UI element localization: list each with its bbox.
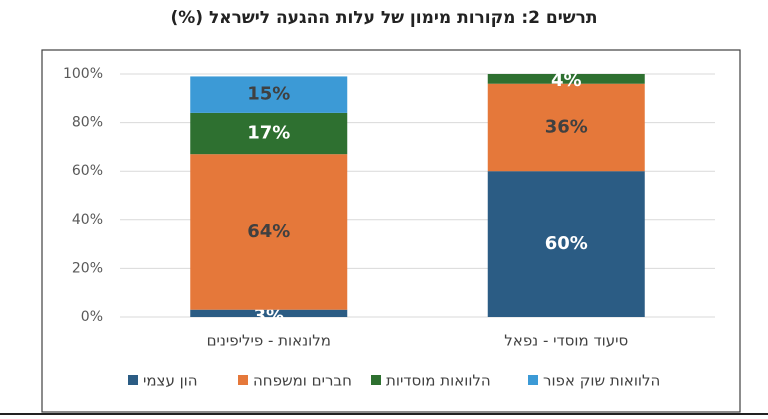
y-tick-label: 60% (72, 163, 103, 179)
x-tick-label: מלונאות - פיליפינים (207, 332, 331, 350)
data-label: 60% (545, 233, 588, 254)
bar-segment (487, 83, 645, 172)
data-label: 4% (551, 70, 582, 91)
y-tick-label: 100% (63, 66, 103, 82)
legend-swatch (238, 375, 248, 385)
chart-title: תרשים 2: מקורות מימון של עלות ההגעה לישר… (170, 8, 597, 28)
legend-label: הון עצמי (143, 372, 198, 390)
y-tick-label: 80% (72, 115, 103, 131)
y-tick-label: 40% (72, 212, 103, 228)
bar-segment (190, 309, 348, 317)
y-tick-label: 0% (81, 309, 103, 325)
bar-segment (190, 76, 348, 113)
data-label: 15% (247, 84, 290, 105)
bar-segment (487, 74, 645, 84)
x-tick-label: סיעוד מוסדי - נפאל (504, 332, 628, 350)
legend-label: הלוואות שוק אפור (543, 372, 660, 390)
legend-swatch (128, 375, 138, 385)
y-tick-label: 20% (72, 260, 103, 276)
data-label: 36% (545, 116, 588, 137)
bar-segment (190, 112, 348, 155)
data-label: 17% (247, 123, 290, 144)
legend-label: חברים ומשפחה (253, 372, 352, 390)
bar-segment (190, 154, 348, 310)
legend-swatch (371, 375, 381, 385)
data-label: 64% (247, 221, 290, 242)
legend-label: הלוואות מוסדיות (386, 372, 491, 390)
bar-segment (487, 171, 645, 317)
data-label: 3% (253, 306, 284, 327)
legend-swatch (528, 375, 538, 385)
